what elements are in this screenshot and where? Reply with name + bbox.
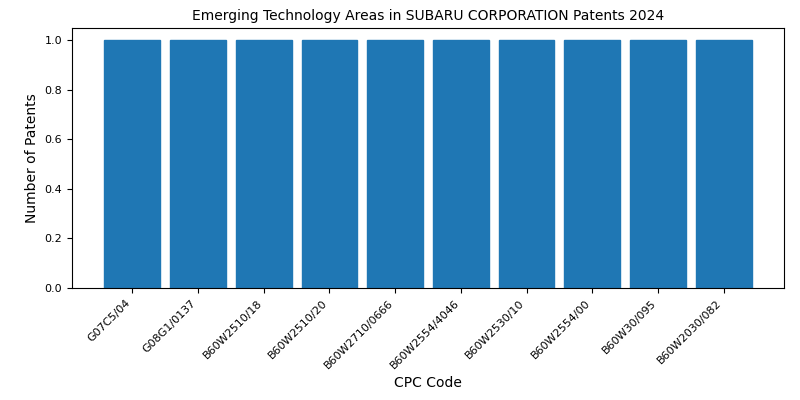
Bar (433, 40, 489, 288)
Bar (104, 40, 160, 288)
Bar (564, 40, 620, 288)
X-axis label: CPC Code: CPC Code (394, 376, 462, 390)
Bar (302, 40, 358, 288)
Bar (696, 40, 752, 288)
Bar (236, 40, 292, 288)
Bar (498, 40, 554, 288)
Bar (170, 40, 226, 288)
Title: Emerging Technology Areas in SUBARU CORPORATION Patents 2024: Emerging Technology Areas in SUBARU CORP… (192, 9, 664, 23)
Bar (367, 40, 423, 288)
Bar (630, 40, 686, 288)
Y-axis label: Number of Patents: Number of Patents (25, 93, 39, 223)
